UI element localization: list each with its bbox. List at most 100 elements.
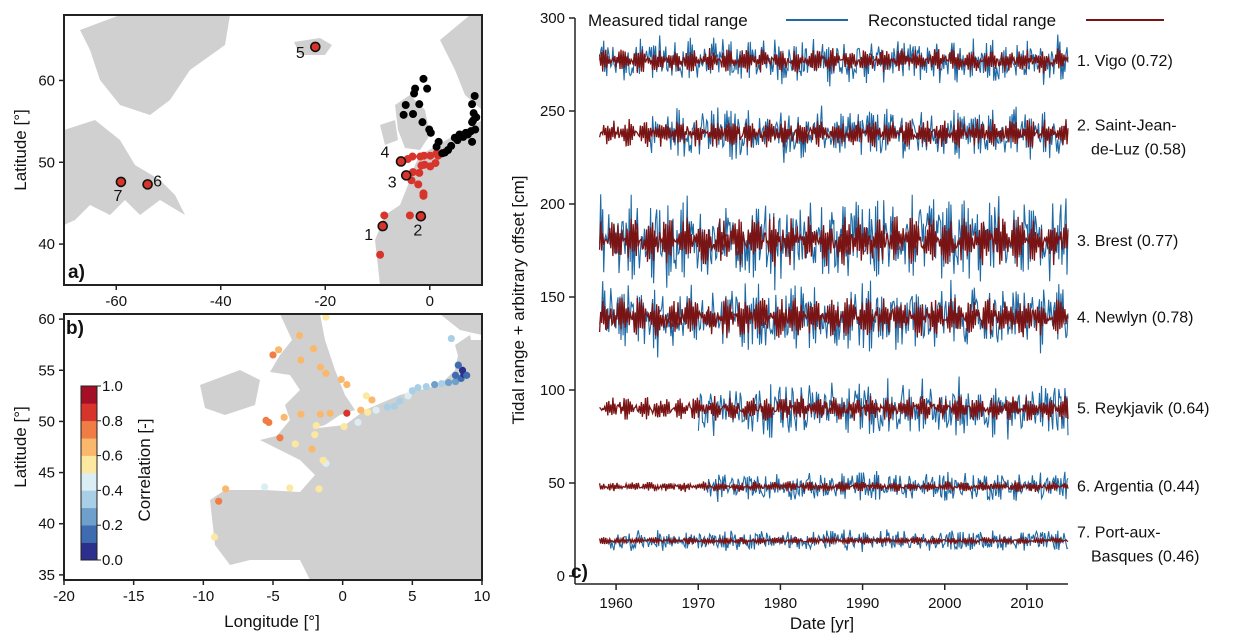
panel-c-y-tick-label: 300 bbox=[540, 10, 565, 27]
panel-c-y-tick-label: 150 bbox=[540, 289, 565, 306]
panel-b-station-point bbox=[357, 406, 365, 414]
great-britain-landmass bbox=[270, 314, 355, 438]
panel-a-station-point bbox=[420, 151, 429, 160]
panel-c-station-labels: 1. Vigo (0.72) 2. Saint-Jean-de-Luz (0.58… bbox=[1077, 53, 1210, 566]
panel-a-y-ticks: 40 50 60 bbox=[38, 72, 64, 253]
panel-b-station-point bbox=[261, 483, 269, 491]
panel-b-station-point bbox=[343, 380, 351, 389]
colorbar-segment bbox=[81, 403, 97, 422]
panel-b-station-point bbox=[311, 431, 319, 439]
panel-a-station-point bbox=[468, 118, 477, 127]
panel-c-x-tick-label: 1970 bbox=[682, 595, 715, 612]
colorbar bbox=[80, 385, 98, 561]
reconstructed-tidal-range-line bbox=[598, 297, 1069, 338]
panel-a-y-tick-label: 60 bbox=[38, 72, 55, 89]
panel-b-y-ticks: 35 40 45 50 55 60 bbox=[38, 311, 64, 584]
panel-b-station-point bbox=[372, 406, 380, 414]
panel-b-station-point bbox=[210, 533, 219, 541]
panel-b-station-point bbox=[458, 366, 467, 374]
reconstructed-tidal-range-line bbox=[598, 47, 1069, 74]
panel-b-x-tick-label: 10 bbox=[474, 588, 491, 605]
colorbar-segment bbox=[81, 438, 97, 456]
measured-tidal-range-line bbox=[599, 194, 1069, 291]
panel-a-station-point bbox=[419, 74, 428, 83]
panel-b-station-point bbox=[437, 379, 446, 388]
panel-a-x-tick-label: -60 bbox=[105, 293, 127, 310]
panel-b-station-point bbox=[280, 413, 288, 421]
europe-landmass bbox=[210, 340, 482, 580]
panel-a-numbered-station-6 bbox=[142, 179, 153, 190]
panel-a-numbered-station-2 bbox=[415, 210, 427, 222]
station-label: de-Luz (0.58) bbox=[1091, 141, 1186, 158]
panel-b-x-tick-label: -15 bbox=[123, 588, 145, 605]
panel-b-ylabel: Latitude [°] bbox=[11, 406, 30, 487]
panel-a-station-point bbox=[431, 159, 440, 168]
panel-a-station-number: 6 bbox=[153, 173, 162, 190]
panel-b-x-tick-label: 5 bbox=[408, 588, 416, 605]
panel-c-x-ticks: 1960 1970 1980 1990 2000 2010 bbox=[599, 584, 1044, 612]
panel-b-y-tick-label: 45 bbox=[38, 465, 55, 482]
panel-c-y-tick-label: 0 bbox=[557, 568, 565, 585]
panel-a-station-point bbox=[409, 110, 418, 118]
panel-b-station-point bbox=[322, 369, 330, 377]
panel-c-y-tick-label: 250 bbox=[540, 103, 565, 120]
panel-a-station-point bbox=[468, 137, 477, 146]
panel-a: 1 2 3 4 5 6 7 -60 -40 -20 0 40 50 60 Latitude [°] a… bbox=[11, 14, 483, 310]
panel-a-station-number: 5 bbox=[296, 45, 305, 62]
colorbar-tick-label: 1.0 bbox=[102, 378, 123, 395]
station-label: Basques (0.46) bbox=[1091, 549, 1200, 566]
panel-b-y-tick-label: 55 bbox=[38, 362, 55, 379]
colorbar-label: Correlation [-] bbox=[135, 419, 154, 522]
panel-b-station-point bbox=[340, 422, 348, 431]
greenland-landmass bbox=[80, 15, 230, 115]
station-label: 2. Saint-Jean- bbox=[1077, 117, 1177, 134]
panel-b-label: b) bbox=[66, 318, 84, 339]
panel-b-station-point bbox=[326, 409, 334, 417]
panel-b-station-point bbox=[215, 497, 223, 505]
panel-a-station-point bbox=[399, 110, 408, 119]
panel-b-station-point bbox=[396, 397, 404, 405]
panel-c-series bbox=[598, 34, 1069, 553]
colorbar-segment bbox=[81, 420, 97, 439]
panel-b-station-point bbox=[454, 361, 462, 369]
colorbar-ticks: 0.0 0.2 0.4 0.6 0.8 1.0 bbox=[97, 378, 123, 569]
panel-b-station-point bbox=[291, 440, 299, 448]
station-label: 4. Newlyn (0.78) bbox=[1077, 309, 1194, 326]
colorbar-segment bbox=[81, 386, 97, 404]
panel-b-station-point bbox=[368, 396, 376, 404]
panel-a-station-point bbox=[414, 180, 423, 189]
panel-a-label: a) bbox=[68, 262, 85, 283]
reconstructed-tidal-range-line bbox=[598, 480, 1069, 493]
panel-b-stations bbox=[210, 313, 471, 541]
panel-b-station-point bbox=[364, 408, 372, 416]
panel-b-station-point bbox=[295, 331, 304, 340]
colorbar-tick-label: 0.4 bbox=[102, 482, 123, 499]
panel-b: -20 -15 -10 -5 0 5 10 35 40 45 50 55 60 Longitude [… bbox=[11, 311, 490, 631]
north-america-landmass bbox=[64, 120, 185, 225]
panel-b-station-point bbox=[404, 392, 412, 400]
panel-b-station-point bbox=[222, 485, 230, 493]
panel-a-land bbox=[64, 15, 482, 285]
panel-b-station-point bbox=[451, 377, 460, 386]
panel-b-station-point bbox=[297, 356, 305, 364]
reconstructed-tidal-range-line bbox=[598, 535, 1069, 546]
panel-b-station-point bbox=[422, 383, 430, 391]
panel-b-station-point bbox=[444, 378, 453, 387]
panel-a-station-point bbox=[432, 149, 441, 158]
panel-a-station-point bbox=[380, 211, 389, 220]
station-label: 5. Reykjavik (0.64) bbox=[1077, 401, 1210, 418]
colorbar-frame bbox=[80, 385, 98, 561]
panel-b-station-point bbox=[315, 485, 323, 493]
panel-b-station-point bbox=[383, 403, 391, 411]
panel-b-station-point bbox=[463, 371, 471, 379]
panel-a-numbered-station-1 bbox=[377, 220, 389, 232]
panel-a-station-point bbox=[432, 142, 441, 151]
panel-b-station-point bbox=[286, 484, 294, 492]
panel-b-station-point bbox=[337, 375, 345, 384]
panel-a-station-point bbox=[438, 149, 447, 158]
panel-b-station-point bbox=[276, 434, 284, 442]
panel-c-ylabel: Tidal range + arbitrary offset [cm] bbox=[509, 176, 528, 425]
panel-a-station-point bbox=[419, 189, 428, 198]
panel-c-y-tick-label: 50 bbox=[548, 475, 565, 492]
